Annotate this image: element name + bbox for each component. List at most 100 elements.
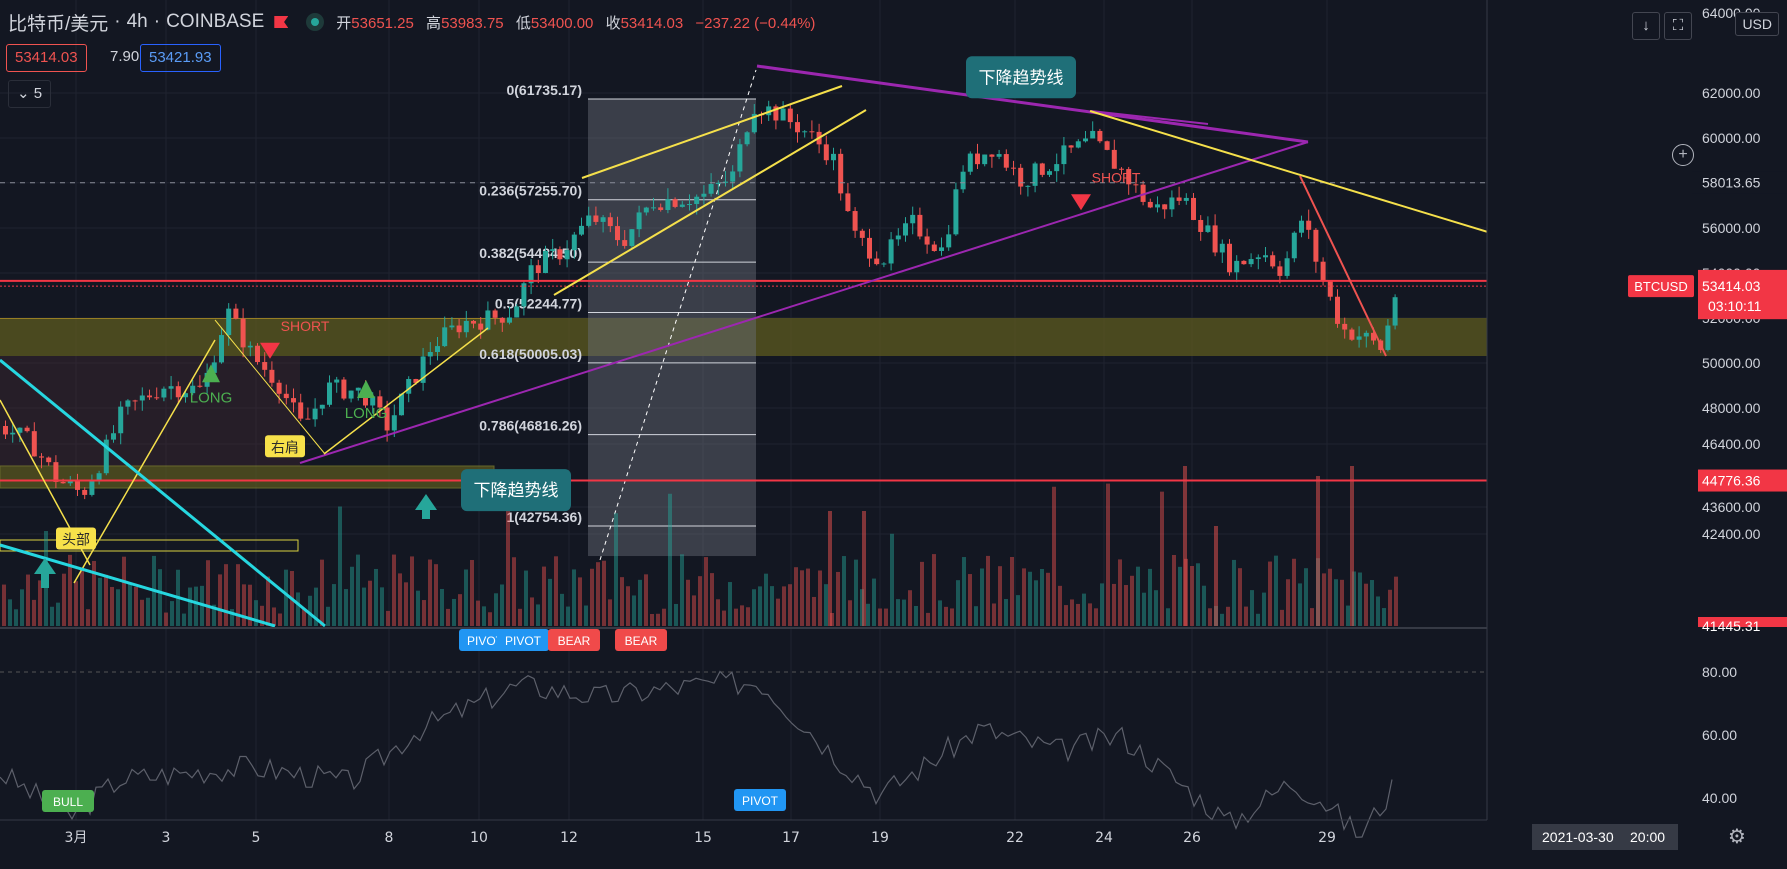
close-label: 收: [605, 14, 621, 32]
candle-body: [463, 320, 469, 333]
candle-body: [946, 234, 952, 248]
volume-bar: [122, 556, 126, 626]
volume-bar: [278, 613, 282, 626]
volume-bar: [986, 555, 990, 626]
volume-bar: [1286, 579, 1290, 626]
indicators-toggle[interactable]: ⌄ 5: [8, 80, 52, 108]
cursor-time-box: [1532, 824, 1678, 850]
candle-body: [615, 226, 620, 241]
volume-bar: [194, 586, 198, 626]
price-tick-label: 48000.00: [1702, 400, 1761, 416]
volume-bar: [434, 564, 438, 626]
volume-bar: [68, 554, 72, 626]
candle-body: [1133, 184, 1139, 186]
candle-body: [1068, 145, 1074, 148]
low-label: 低: [515, 14, 531, 32]
candle-body: [1176, 197, 1182, 201]
volume-bar: [332, 584, 336, 626]
candle-body: [852, 211, 858, 231]
price-tick-label: 50000.00: [1702, 355, 1761, 371]
candle-body: [82, 489, 88, 495]
gear-icon[interactable]: ⚙: [1728, 826, 1746, 848]
candle-body: [319, 404, 325, 409]
volume-bar: [506, 480, 510, 626]
volume-bar: [398, 573, 402, 626]
candle-body: [1083, 138, 1088, 142]
volume-bar: [1070, 599, 1074, 626]
oscillator-marker: [42, 790, 94, 812]
trendline-purple: [756, 64, 1309, 144]
candle-body: [600, 217, 606, 222]
volume-bar: [1220, 613, 1224, 626]
volume-bar: [932, 554, 936, 626]
currency-button[interactable]: USD: [1735, 12, 1779, 36]
volume-bar: [260, 605, 264, 626]
price-tick-label: 60000.00: [1702, 130, 1761, 146]
candle-body: [744, 132, 750, 145]
volume-bar: [836, 571, 840, 626]
candle-body: [1147, 201, 1153, 208]
candle-body: [931, 244, 937, 251]
candle-body: [1327, 281, 1333, 297]
candle-body: [629, 229, 635, 246]
volume-bar: [56, 602, 60, 626]
symbol-name[interactable]: 比特币/美元: [8, 13, 109, 35]
support-zone: [0, 318, 1760, 356]
volume-bar: [1334, 579, 1338, 626]
candle-body: [1270, 255, 1276, 267]
candle-body: [543, 250, 548, 274]
volume-bar: [1058, 585, 1062, 626]
time-tick-label: 3月: [65, 830, 88, 846]
price-tag-text: 44776.36: [1702, 473, 1761, 489]
signal-down-arrow: [1071, 194, 1091, 211]
flag-icon[interactable]: [274, 16, 289, 28]
add-alert-icon[interactable]: +: [1672, 144, 1694, 166]
candle-body: [593, 215, 599, 222]
volume-bar: [794, 567, 798, 626]
oscillator-marker: [615, 629, 667, 651]
volume-bar: [1350, 466, 1354, 626]
candle-body: [651, 207, 656, 209]
volume-bar: [524, 570, 528, 626]
candle-body: [1313, 229, 1319, 262]
candle-body: [485, 310, 491, 330]
volume-bar: [536, 604, 540, 626]
up-arrow-marker: [41, 574, 49, 588]
candle-body: [471, 320, 476, 324]
trendline-purple: [1090, 110, 1209, 125]
candle-body: [859, 230, 865, 238]
candle-body: [888, 239, 894, 264]
candle-body: [939, 247, 944, 251]
sell-price-button[interactable]: 53414.03: [6, 44, 87, 72]
volume-bar: [782, 586, 786, 626]
fullscreen-icon[interactable]: ⛶: [1664, 12, 1692, 40]
candle-body: [1227, 243, 1232, 273]
candle-body: [1392, 297, 1398, 326]
candle-body: [795, 122, 800, 133]
interval[interactable]: 4h: [126, 11, 148, 32]
buy-price-button[interactable]: 53421.93: [140, 44, 221, 72]
volume-bar: [566, 606, 570, 626]
volume-bar: [992, 603, 996, 626]
candle-body: [514, 306, 520, 318]
callout-box: [461, 469, 571, 512]
volume-bar: [1016, 595, 1020, 626]
volume-bar: [662, 608, 666, 626]
volume-bar: [20, 589, 24, 626]
volume-bar: [674, 603, 678, 626]
candle-body: [845, 193, 851, 212]
volume-bar: [1376, 596, 1380, 626]
volume-bar: [1322, 573, 1326, 626]
candle-body: [737, 144, 743, 172]
candle-body: [564, 250, 570, 260]
high-value: 53983.75: [441, 14, 504, 32]
price-tick-label: 56000.00: [1702, 220, 1761, 236]
fib-level-label: 0.236(57255.70): [479, 183, 582, 199]
oscillator-tick-label: 60.00: [1702, 727, 1737, 743]
oscillator-marker-text: BULL: [53, 795, 83, 809]
volume-bar: [1004, 599, 1008, 626]
volume-bar: [1118, 559, 1122, 626]
volume-bar: [1166, 608, 1170, 626]
arrow-down-icon[interactable]: ↓: [1632, 12, 1660, 40]
